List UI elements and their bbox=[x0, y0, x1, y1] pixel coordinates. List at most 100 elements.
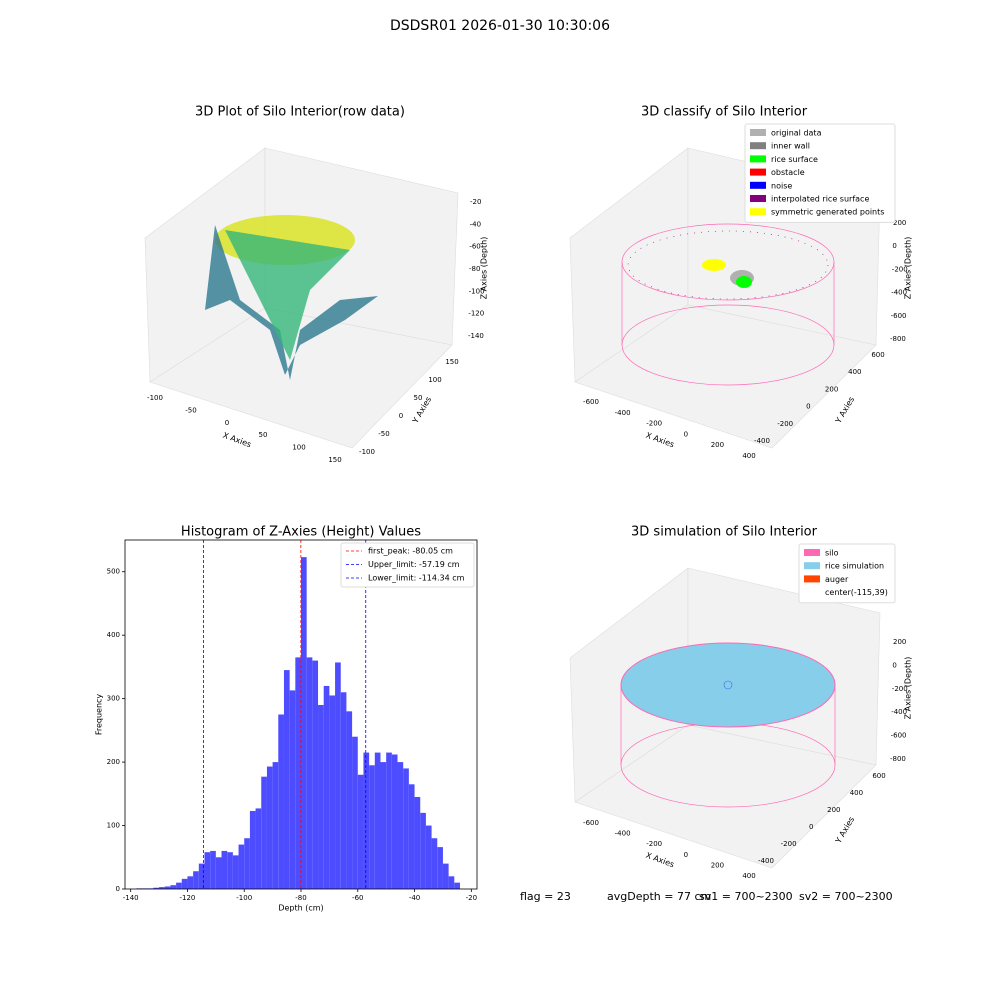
histogram-bar bbox=[221, 850, 228, 889]
y-axis-label: Frequency bbox=[95, 694, 104, 736]
x-tick-label: -40 bbox=[409, 894, 420, 902]
x-tick-label: -600 bbox=[583, 819, 599, 827]
y-axis-label: Y Axies bbox=[833, 815, 856, 845]
z-axis-label: Z Axies (Depth) bbox=[480, 237, 489, 300]
histogram-bar bbox=[346, 711, 353, 889]
y-tick-label: 0 bbox=[809, 823, 813, 831]
histogram-bar bbox=[249, 810, 256, 889]
y-tick-label: 0 bbox=[399, 412, 403, 420]
x-axis-label: X Axies bbox=[645, 431, 676, 450]
histogram-bar bbox=[437, 847, 443, 889]
legend-swatch bbox=[750, 208, 766, 216]
y-tick-label: 200 bbox=[107, 758, 120, 766]
chart-title: 3D simulation of Silo Interior bbox=[631, 525, 818, 540]
y-tick-label: 100 bbox=[428, 376, 441, 384]
legend-swatch bbox=[750, 129, 766, 136]
z-tick-label: -120 bbox=[468, 310, 484, 318]
histogram-bar bbox=[238, 844, 245, 889]
legend-box bbox=[744, 123, 896, 223]
histogram-bar bbox=[312, 660, 319, 889]
histogram-bar bbox=[278, 714, 284, 889]
histogram-bar bbox=[408, 784, 415, 889]
legend-swatch bbox=[750, 155, 766, 163]
histogram-bar bbox=[164, 886, 171, 889]
z-tick-label: -200 bbox=[892, 265, 908, 273]
legend-label: Lower_limit: -114.34 cm bbox=[368, 574, 465, 583]
histogram-bar bbox=[397, 762, 404, 889]
legend-swatch bbox=[804, 549, 820, 556]
histogram-bar bbox=[357, 774, 364, 889]
histogram-bar bbox=[159, 887, 165, 889]
legend-label: first_peak: -80.05 cm bbox=[368, 547, 453, 556]
legend-box bbox=[798, 543, 896, 604]
x-tick-label: 0 bbox=[684, 851, 688, 859]
x-tick-label: -400 bbox=[615, 830, 631, 838]
y-tick-label: 600 bbox=[872, 772, 885, 780]
status-text: avgDepth = 77 cm bbox=[607, 890, 711, 903]
histogram-bar bbox=[425, 825, 432, 889]
histogram-bar bbox=[215, 857, 222, 889]
legend-label: obstacle bbox=[771, 168, 805, 177]
y-tick-label: -200 bbox=[777, 420, 793, 428]
x-tick-label: -140 bbox=[123, 894, 139, 902]
x-tick-label: -50 bbox=[185, 406, 196, 414]
x-tick-label: 0 bbox=[225, 419, 229, 427]
z-tick-label: -600 bbox=[891, 732, 907, 740]
z-tick-label: -100 bbox=[469, 287, 485, 295]
x-axis-label: X Axies bbox=[222, 431, 253, 450]
y-tick-label: 400 bbox=[850, 789, 863, 797]
legend-label: original data bbox=[771, 129, 822, 138]
legend-label: symmetric generated points bbox=[771, 208, 884, 217]
histogram-bar bbox=[363, 752, 370, 889]
x-tick-label: 150 bbox=[328, 456, 341, 464]
histogram-bar bbox=[244, 838, 250, 889]
histogram-bar bbox=[170, 885, 177, 889]
legend-swatch bbox=[750, 168, 766, 176]
x-tick-label: -200 bbox=[646, 420, 662, 428]
legend-label: auger bbox=[825, 575, 849, 584]
z-axis-label: Z Axies (Depth) bbox=[904, 237, 913, 300]
x-tick-label: -60 bbox=[352, 894, 363, 902]
legend-swatch bbox=[750, 142, 766, 150]
status-text: flag = 23 bbox=[520, 890, 571, 903]
chart-title: Histogram of Z-Axies (Height) Values bbox=[181, 525, 421, 540]
legend-swatch bbox=[804, 562, 820, 570]
x-tick-label: 100 bbox=[292, 444, 305, 452]
legend-label: center(-115,39) bbox=[825, 588, 888, 597]
axes-3d-panes bbox=[144, 147, 459, 449]
histogram-bar bbox=[374, 752, 381, 889]
z-tick-label: -60 bbox=[469, 243, 480, 251]
y-tick-label: -50 bbox=[378, 430, 389, 438]
legend-swatch bbox=[804, 575, 820, 583]
histogram-bar bbox=[187, 876, 194, 889]
x-tick-label: -20 bbox=[466, 894, 477, 902]
y-tick-label: 150 bbox=[445, 358, 458, 366]
y-tick-label: 400 bbox=[848, 368, 861, 376]
z-tick-label: -40 bbox=[470, 220, 481, 228]
histogram-bar bbox=[198, 863, 205, 889]
z-tick-label: 0 bbox=[892, 242, 896, 250]
legend-swatch bbox=[750, 195, 766, 202]
x-tick-label: -120 bbox=[180, 894, 196, 902]
histogram-bar bbox=[283, 670, 290, 889]
y-tick-label: 100 bbox=[107, 822, 120, 830]
histogram-bar bbox=[369, 765, 375, 889]
histogram-bar bbox=[454, 882, 460, 889]
x-tick-label: 400 bbox=[742, 452, 755, 460]
x-tick-label: -100 bbox=[147, 394, 163, 402]
y-tick-label: 0 bbox=[116, 885, 120, 893]
histogram-bar bbox=[386, 752, 392, 889]
histogram-bar bbox=[232, 855, 239, 889]
histogram-bar bbox=[329, 695, 336, 889]
legend-label: Upper_limit: -57.19 cm bbox=[368, 560, 460, 569]
x-axis-label: X Axies bbox=[645, 851, 676, 870]
histogram-bar bbox=[193, 871, 199, 889]
histogram-bar bbox=[391, 754, 398, 889]
legend-label: inner wall bbox=[771, 142, 810, 151]
histogram-bar bbox=[301, 557, 307, 889]
y-tick-label: 0 bbox=[806, 403, 810, 411]
legend-label: rice simulation bbox=[825, 562, 884, 571]
histogram-bar bbox=[318, 704, 324, 889]
histogram-bar bbox=[352, 736, 358, 889]
z-tick-label: -140 bbox=[468, 332, 484, 340]
